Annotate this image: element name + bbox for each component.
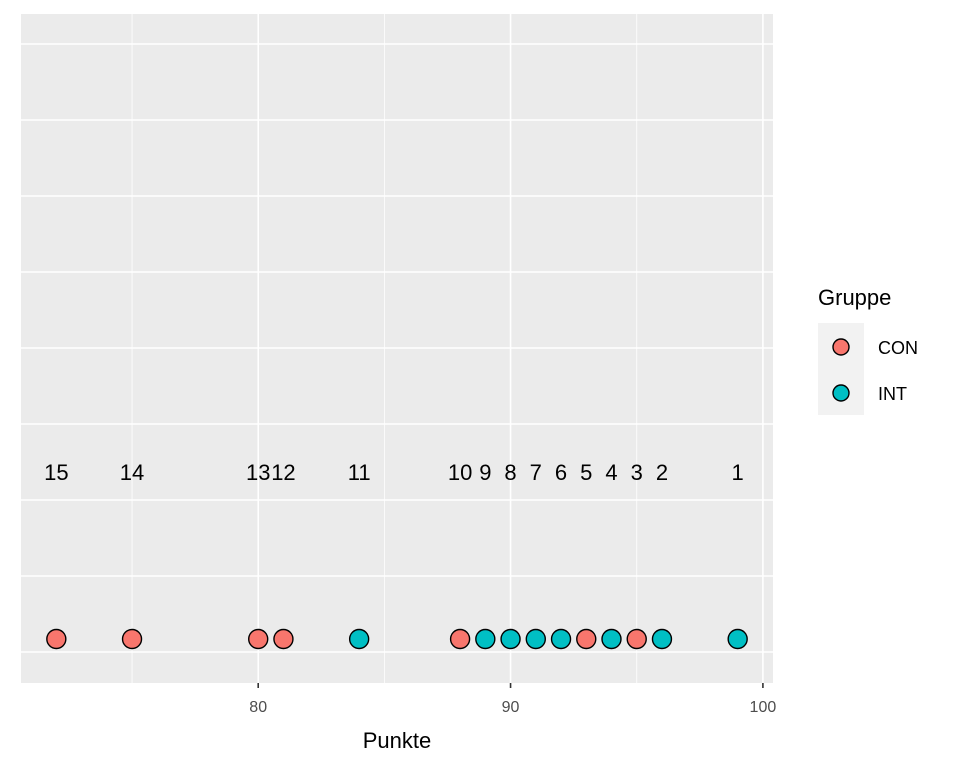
legend: Gruppe CON INT	[818, 285, 918, 415]
rank-label: 10	[448, 460, 472, 485]
legend-label-int: INT	[878, 384, 907, 404]
data-point-int	[727, 628, 748, 650]
legend-label-con: CON	[878, 338, 918, 358]
x-tick-label: 80	[249, 699, 267, 716]
data-point-con	[248, 628, 269, 650]
data-points	[46, 628, 748, 650]
x-axis-title: Punkte	[363, 728, 432, 753]
x-axis-ticks: 80 90 100	[249, 683, 776, 716]
legend-key-int	[832, 384, 850, 402]
major-gridlines	[21, 14, 773, 683]
rank-label: 15	[44, 460, 68, 485]
legend-entries: CON INT	[832, 338, 918, 404]
rank-label: 6	[555, 460, 567, 485]
data-point-int	[525, 628, 546, 650]
data-point-con	[46, 628, 67, 650]
data-point-int	[475, 628, 496, 650]
data-point-int	[601, 628, 622, 650]
rank-label: 8	[504, 460, 516, 485]
x-tick-label: 90	[502, 699, 520, 716]
rank-label: 7	[530, 460, 542, 485]
data-point-con	[626, 628, 647, 650]
rank-label: 2	[656, 460, 668, 485]
rank-label: 1	[732, 460, 744, 485]
rank-label: 4	[605, 460, 617, 485]
rank-label: 13	[246, 460, 270, 485]
data-point-int	[500, 628, 521, 650]
data-point-int	[348, 628, 370, 650]
rank-labels: 15 14 13 12 10 5 3 11 9 8 7 6 4 2 1	[44, 460, 744, 485]
rank-label: 11	[348, 460, 371, 485]
x-tick-label: 100	[750, 699, 777, 716]
legend-title: Gruppe	[818, 285, 891, 310]
data-point-con	[273, 628, 294, 650]
data-point-con	[121, 628, 143, 650]
data-point-int	[651, 628, 673, 650]
data-point-con	[576, 628, 597, 650]
rank-label: 12	[271, 460, 295, 485]
rank-label: 5	[580, 460, 592, 485]
legend-key-con	[832, 338, 850, 356]
rank-label: 14	[120, 460, 144, 485]
data-point-int	[550, 628, 572, 650]
rank-label: 9	[479, 460, 491, 485]
data-point-con	[449, 628, 471, 650]
rank-label: 3	[631, 460, 643, 485]
